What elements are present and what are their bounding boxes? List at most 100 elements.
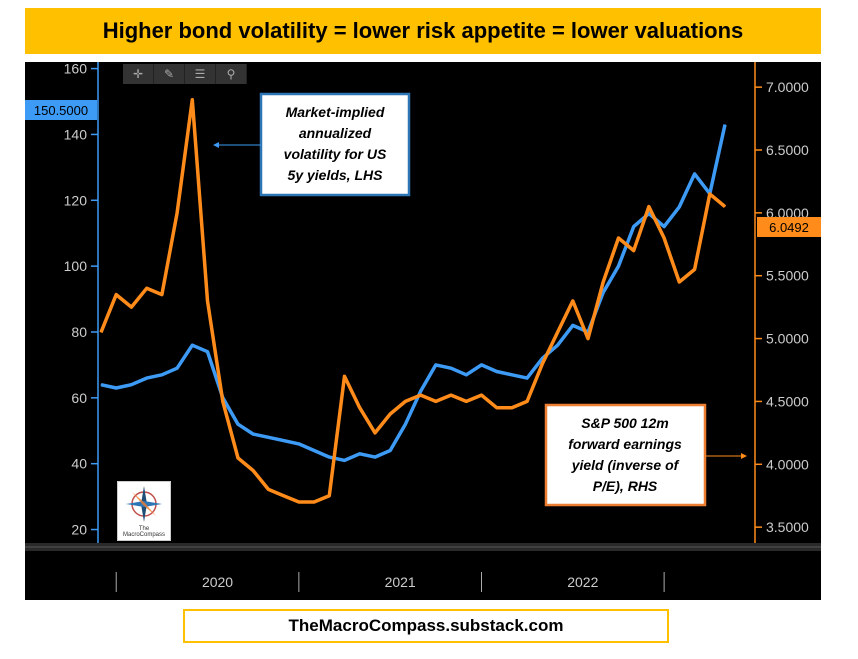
logo-label: The MacroCompass [122, 526, 165, 538]
left-last-value-badge: 150.5000 [25, 100, 97, 120]
bond-volatility-point [161, 374, 163, 376]
left-annotation-line-3: volatility for US [284, 146, 387, 162]
earnings-yield-point [557, 331, 559, 333]
earnings-yield-point [100, 331, 102, 333]
right-annotation: S&P 500 12m forward earnings yield (inve… [544, 403, 747, 507]
right-tick-label: 5.5000 [766, 268, 809, 284]
earnings-yield-point [450, 394, 452, 396]
bond-volatility-point [663, 226, 665, 228]
bond-volatility-point [511, 374, 513, 376]
earnings-yield-point [115, 294, 117, 296]
bond-volatility-point [374, 456, 376, 458]
left-tick-label: 60 [71, 390, 87, 406]
earnings-yield-point [435, 400, 437, 402]
left-annotation: Market-implied annualized volatility for… [213, 92, 411, 197]
earnings-yield-point [587, 338, 589, 340]
compass-icon [126, 486, 162, 522]
earnings-yield-point [191, 99, 193, 101]
right-annotation-line-4: P/E), RHS [593, 478, 658, 494]
right-axis-ticks: 3.5000 4.0000 4.5000 5.0000 5.5000 6.0000 6.50… [755, 79, 809, 535]
right-annotation-line-1: S&P 500 12m [581, 415, 668, 431]
earnings-yield-line [99, 97, 727, 504]
earnings-yield-point [602, 281, 604, 283]
bond-volatility-point [237, 423, 239, 425]
bond-volatility-line [100, 124, 727, 463]
macrocompass-logo: The MacroCompass [117, 481, 171, 541]
earnings-yield-point [267, 488, 269, 490]
bond-volatility-point [618, 265, 619, 267]
earnings-yield-point [648, 206, 650, 208]
bond-volatility-point [557, 344, 559, 346]
earnings-yield-point [222, 400, 224, 402]
left-last-value: 150.5000 [34, 103, 88, 118]
bond-volatility-point [678, 206, 680, 208]
bond-volatility-point [115, 387, 117, 389]
bond-volatility-point [389, 450, 391, 451]
bond-volatility-point [146, 377, 148, 379]
earnings-yield-point [420, 394, 422, 396]
earnings-yield-point [237, 457, 239, 459]
earnings-yield-point [146, 287, 148, 289]
earnings-yield-point [374, 432, 376, 434]
earnings-yield-point [709, 193, 711, 195]
bond-volatility-point [283, 440, 285, 442]
bond-volatility-point [207, 351, 208, 353]
earnings-yield-point [359, 407, 361, 409]
left-tick-label: 40 [71, 456, 87, 472]
footer-text: TheMacroCompass.substack.com [288, 616, 564, 635]
bond-volatility-point [100, 384, 102, 386]
earnings-yield-point [328, 495, 330, 497]
earnings-yield-point [298, 501, 300, 503]
series-layer [99, 97, 727, 504]
left-annotation-line-1: Market-implied [286, 104, 385, 120]
title-banner: Higher bond volatility = lower risk appe… [25, 8, 821, 54]
left-tick-label: 160 [64, 62, 88, 77]
zoom-icon[interactable]: ⚲ [216, 64, 247, 84]
bond-volatility-point [298, 443, 300, 445]
left-tick-label: 120 [64, 192, 88, 208]
right-tick-label: 6.5000 [766, 142, 809, 158]
pencil-icon[interactable]: ✎ [154, 64, 185, 84]
bond-volatility-point [328, 456, 330, 458]
left-tick-label: 140 [64, 126, 88, 142]
earnings-yield-point [344, 375, 345, 377]
earnings-yield-point [465, 400, 467, 402]
right-tick-label: 3.5000 [766, 519, 809, 535]
bond-volatility-point [526, 377, 528, 379]
chart-title: Higher bond volatility = lower risk appe… [102, 18, 744, 43]
earnings-yield-point [663, 237, 665, 239]
left-axis-ticks: 20 40 60 80 100 120 140 160 [64, 61, 98, 538]
bond-volatility-point [191, 344, 193, 346]
x-tick-label: 2021 [385, 574, 416, 590]
earnings-yield-point [313, 501, 315, 503]
chart-toolbar: ✛ ✎ ☰ ⚲ [123, 64, 247, 84]
earnings-yield-point [724, 206, 726, 208]
crosshair-icon[interactable]: ✛ [123, 64, 154, 84]
bond-volatility-point [648, 213, 650, 214]
bond-volatility-point [130, 384, 132, 386]
footer-banner: TheMacroCompass.substack.com [183, 609, 669, 643]
earnings-yield-point [283, 495, 285, 497]
bond-volatility-point [344, 459, 345, 461]
bond-volatility-point [541, 357, 543, 359]
right-tick-label: 4.0000 [766, 456, 809, 472]
right-annotation-line-3: yield (inverse of [571, 457, 680, 473]
earnings-yield-point [389, 413, 391, 415]
left-tick-label: 20 [71, 522, 87, 538]
earnings-yield-point [207, 300, 208, 302]
list-icon[interactable]: ☰ [185, 64, 216, 84]
chart-svg: 20 40 60 80 100 120 140 160 3.5000 4.0000 4.5000 5… [25, 61, 821, 592]
earnings-yield-point [161, 294, 163, 296]
earnings-yield-point [252, 470, 254, 472]
earnings-yield-point [526, 400, 528, 402]
earnings-yield-point [633, 250, 635, 252]
bond-volatility-point [252, 433, 254, 435]
bond-volatility-point [435, 364, 437, 366]
x-tick-label: 2020 [202, 574, 233, 590]
right-annotation-line-2: forward earnings [568, 436, 682, 452]
bond-volatility-point [359, 453, 361, 455]
bond-volatility-point [572, 324, 574, 326]
earnings-yield-point [496, 407, 498, 409]
bond-volatility-point [633, 226, 635, 228]
bond-volatility-point [267, 436, 269, 438]
